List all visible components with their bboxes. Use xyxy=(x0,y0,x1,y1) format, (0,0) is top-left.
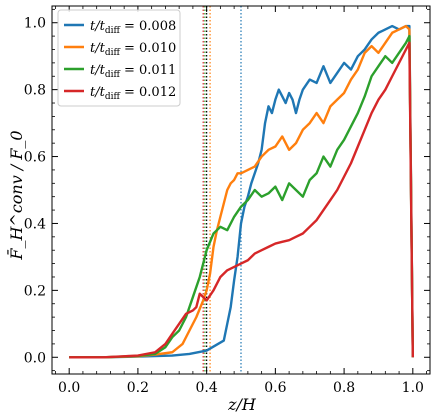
y-tick-label: 0.4 xyxy=(24,216,46,232)
y-tick-label: 0.2 xyxy=(24,283,46,299)
legend-entry-2: t/tdiff = 0.011 xyxy=(90,63,176,80)
y-axis-label: F̄_H^conv / F_0 xyxy=(5,130,26,260)
y-tick-label: 0.0 xyxy=(24,350,46,366)
x-tick-label: 0.4 xyxy=(196,380,218,396)
series-line-0 xyxy=(69,24,415,359)
axes-frame xyxy=(51,5,431,375)
x-tick-label: 0.8 xyxy=(333,380,355,396)
x-tick-label: 0.0 xyxy=(58,380,80,396)
x-axis-label: z/H xyxy=(227,395,257,414)
y-tick-label: 0.6 xyxy=(24,150,46,166)
y-tick-label: 0.8 xyxy=(24,83,46,99)
legend-box xyxy=(57,9,181,107)
x-tick-label: 0.6 xyxy=(264,380,286,396)
axes: 0.0 0.2 0.4 0.6 0.8 1.0 0.0 0.2 0.4 0.6 0.8 1.0 xyxy=(24,5,431,396)
legend-entry-3: t/tdiff = 0.012 xyxy=(90,85,176,102)
plot-area xyxy=(69,6,415,374)
plot-clip-group xyxy=(69,6,415,374)
y-tick-label: 1.0 xyxy=(24,16,46,32)
x-tick-label: 1.0 xyxy=(402,380,424,396)
series-line-2 xyxy=(69,34,415,359)
series-line-1 xyxy=(69,24,415,359)
legend-entry-0: t/tdiff = 0.008 xyxy=(90,19,176,36)
legend-entry-1: t/tdiff = 0.010 xyxy=(90,41,176,58)
series-line-3 xyxy=(69,41,415,359)
x-tick-label: 0.2 xyxy=(127,380,149,396)
legend: t/tdiff = 0.008 t/tdiff = 0.010 t/tdiff = … xyxy=(57,9,181,107)
